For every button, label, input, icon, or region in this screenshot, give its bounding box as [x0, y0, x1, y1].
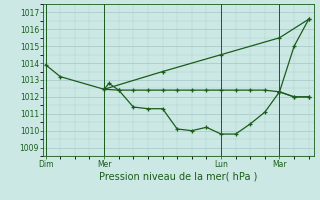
X-axis label: Pression niveau de la mer( hPa ): Pression niveau de la mer( hPa ) — [99, 172, 258, 182]
